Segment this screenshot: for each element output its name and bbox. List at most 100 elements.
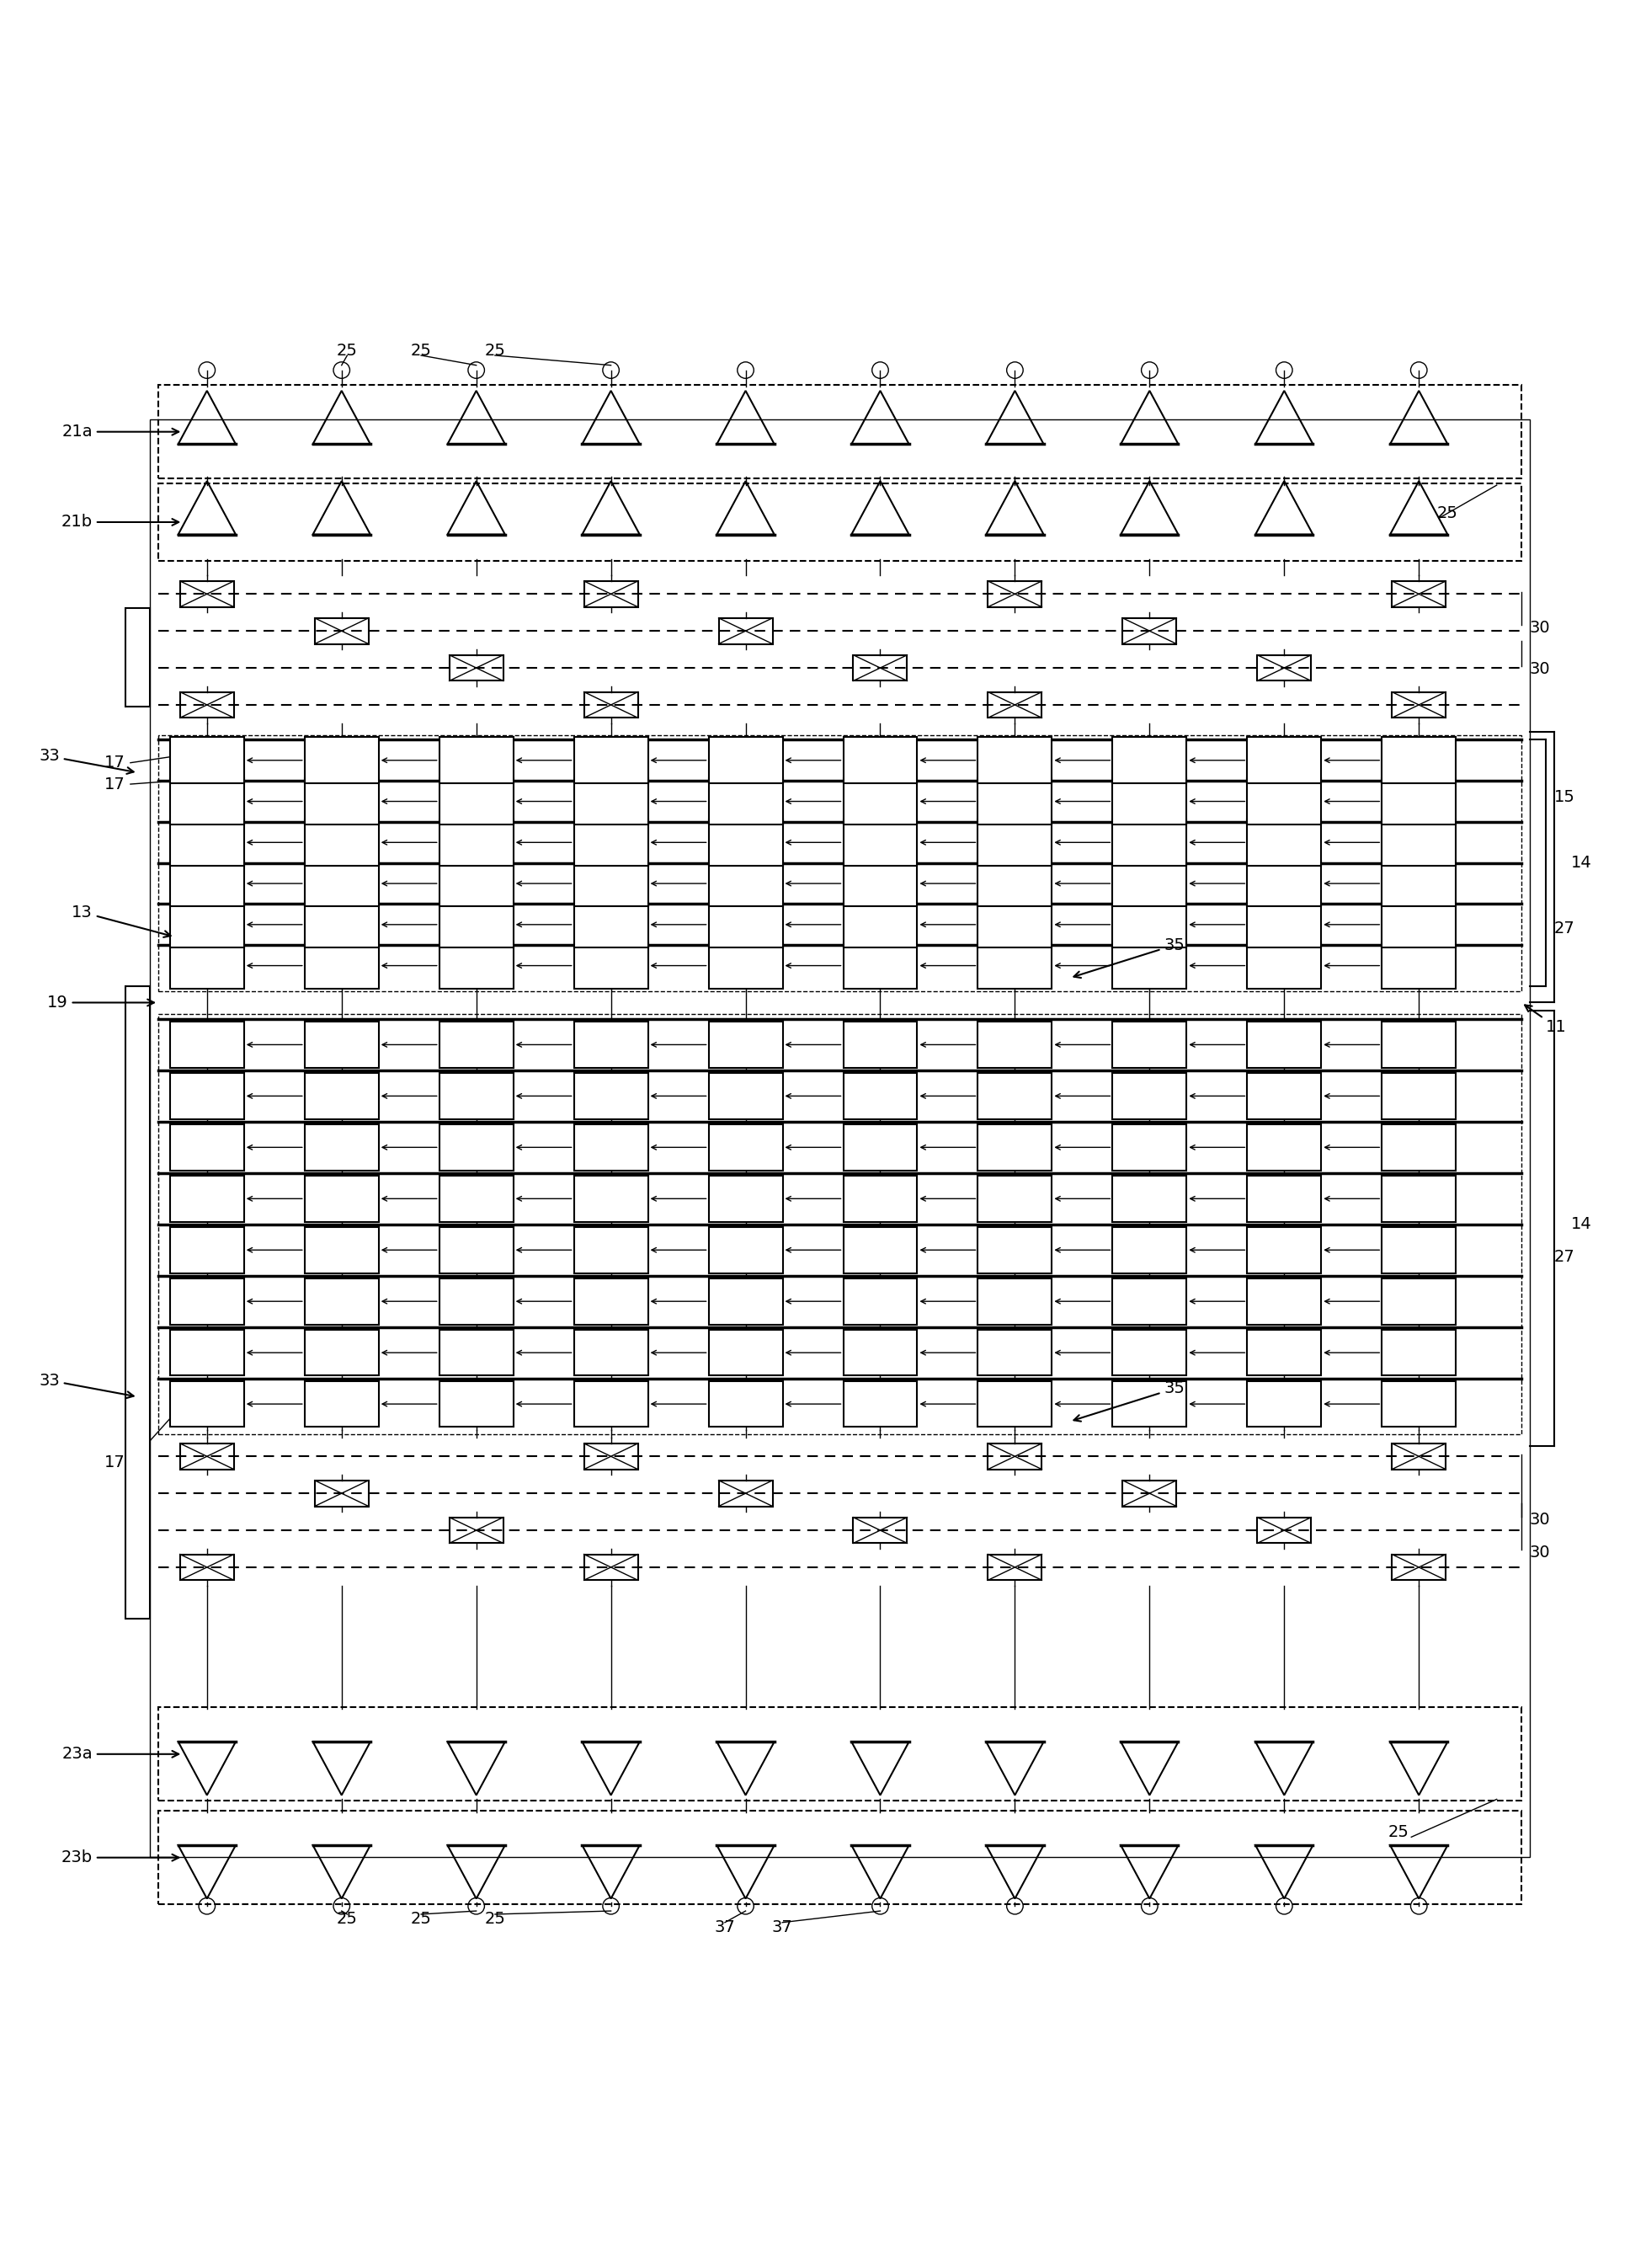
- Bar: [1113, 1175, 1187, 1222]
- Bar: [1113, 778, 1187, 823]
- Bar: [1381, 1021, 1455, 1068]
- Text: 13: 13: [72, 905, 171, 937]
- Bar: [978, 860, 1052, 907]
- Text: 19: 19: [48, 996, 155, 1012]
- Text: 35: 35: [1073, 937, 1183, 978]
- Bar: [314, 617, 369, 644]
- Text: 35: 35: [1073, 1381, 1183, 1422]
- Bar: [573, 1381, 647, 1427]
- Bar: [584, 1442, 637, 1470]
- Text: 21b: 21b: [61, 515, 178, 531]
- Text: 27: 27: [1554, 921, 1574, 937]
- Bar: [843, 1279, 917, 1325]
- Bar: [988, 1442, 1042, 1470]
- Bar: [978, 1329, 1052, 1377]
- Bar: [305, 819, 379, 866]
- Bar: [843, 819, 917, 866]
- Text: 21a: 21a: [63, 424, 178, 440]
- Bar: [1113, 903, 1187, 948]
- Bar: [1381, 1073, 1455, 1118]
- Bar: [305, 1381, 379, 1427]
- Bar: [179, 1554, 234, 1581]
- Bar: [170, 860, 244, 907]
- Bar: [978, 1279, 1052, 1325]
- Bar: [584, 692, 637, 717]
- Bar: [978, 1073, 1052, 1118]
- Text: 30: 30: [1529, 662, 1549, 678]
- Bar: [843, 1381, 917, 1427]
- Bar: [1123, 617, 1175, 644]
- Bar: [158, 1810, 1521, 1905]
- Bar: [573, 819, 647, 866]
- Bar: [978, 819, 1052, 866]
- Bar: [179, 1442, 234, 1470]
- Bar: [439, 1125, 514, 1170]
- Bar: [439, 1175, 514, 1222]
- Bar: [179, 692, 234, 717]
- Bar: [1381, 1175, 1455, 1222]
- Bar: [449, 655, 504, 680]
- Bar: [978, 1125, 1052, 1170]
- Bar: [1246, 903, 1320, 948]
- Bar: [1381, 903, 1455, 948]
- Bar: [843, 1329, 917, 1377]
- Bar: [1113, 860, 1187, 907]
- Bar: [978, 778, 1052, 823]
- Bar: [853, 1517, 907, 1542]
- Bar: [978, 1021, 1052, 1068]
- Bar: [573, 860, 647, 907]
- Bar: [1381, 1227, 1455, 1272]
- Bar: [573, 903, 647, 948]
- Bar: [305, 1227, 379, 1272]
- Bar: [305, 1329, 379, 1377]
- Bar: [988, 1554, 1042, 1581]
- Bar: [1113, 1227, 1187, 1272]
- Bar: [843, 1227, 917, 1272]
- Bar: [1256, 1517, 1310, 1542]
- Bar: [1113, 943, 1187, 989]
- Bar: [573, 1175, 647, 1222]
- Text: 33: 33: [40, 748, 133, 773]
- Bar: [1246, 1125, 1320, 1170]
- Bar: [573, 1329, 647, 1377]
- Bar: [573, 778, 647, 823]
- Bar: [170, 1279, 244, 1325]
- Bar: [158, 1708, 1521, 1801]
- Bar: [1113, 1381, 1187, 1427]
- Bar: [439, 778, 514, 823]
- Bar: [708, 778, 782, 823]
- Bar: [1246, 943, 1320, 989]
- Text: 23b: 23b: [61, 1851, 178, 1867]
- Bar: [305, 943, 379, 989]
- Bar: [1381, 943, 1455, 989]
- Bar: [439, 943, 514, 989]
- Bar: [978, 1175, 1052, 1222]
- Bar: [708, 1381, 782, 1427]
- Bar: [449, 1517, 504, 1542]
- Bar: [843, 1073, 917, 1118]
- Bar: [978, 1381, 1052, 1427]
- Bar: [708, 860, 782, 907]
- Bar: [305, 1125, 379, 1170]
- Bar: [179, 581, 234, 608]
- Bar: [584, 1554, 637, 1581]
- Bar: [1246, 1073, 1320, 1118]
- Bar: [1246, 778, 1320, 823]
- Bar: [978, 1227, 1052, 1272]
- Bar: [170, 1329, 244, 1377]
- Bar: [978, 943, 1052, 989]
- Bar: [439, 1279, 514, 1325]
- Text: 15: 15: [1554, 789, 1574, 805]
- Bar: [708, 1329, 782, 1377]
- Text: 30: 30: [1529, 1545, 1549, 1560]
- Bar: [1246, 1279, 1320, 1325]
- Bar: [1381, 1279, 1455, 1325]
- Bar: [1391, 581, 1445, 608]
- Bar: [170, 1175, 244, 1222]
- Bar: [1256, 655, 1310, 680]
- Bar: [843, 860, 917, 907]
- Bar: [573, 737, 647, 782]
- Bar: [1113, 1125, 1187, 1170]
- Bar: [1381, 1329, 1455, 1377]
- Bar: [439, 737, 514, 782]
